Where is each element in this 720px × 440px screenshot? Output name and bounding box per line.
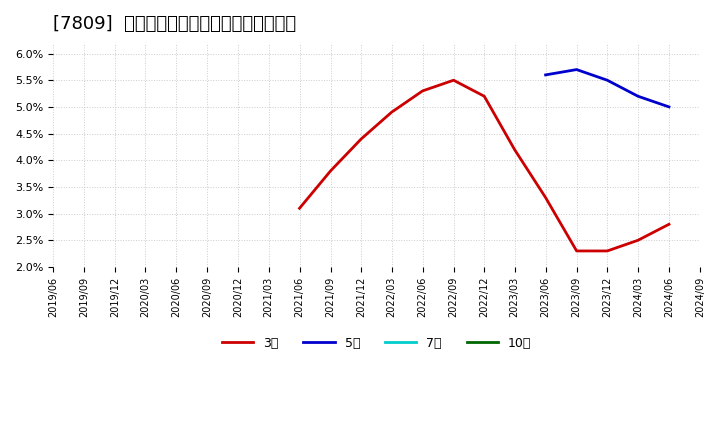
- Legend: 3年, 5年, 7年, 10年: 3年, 5年, 7年, 10年: [217, 332, 536, 355]
- Text: [7809]  経常利益マージンの標準偏差の推移: [7809] 経常利益マージンの標準偏差の推移: [53, 15, 296, 33]
